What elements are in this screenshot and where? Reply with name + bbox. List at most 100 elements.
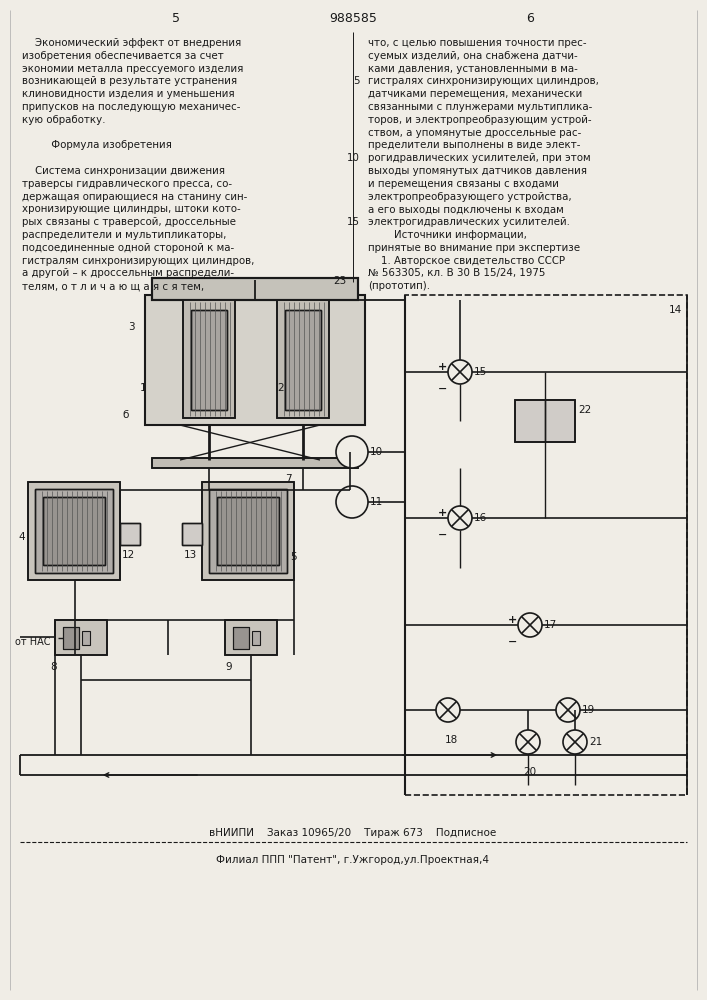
Bar	[35, 489, 113, 573]
Text: +: +	[508, 615, 518, 625]
Text: 18: 18	[445, 735, 458, 745]
Circle shape	[436, 698, 460, 722]
Text: 11: 11	[370, 497, 383, 507]
Bar	[209, 489, 287, 573]
Text: 21: 21	[589, 737, 602, 747]
Text: 5: 5	[354, 76, 360, 86]
Bar	[182, 523, 202, 545]
Text: 16: 16	[474, 513, 487, 523]
Circle shape	[516, 730, 540, 754]
Bar	[515, 400, 575, 442]
Text: держащая опирающиеся на станину син-: держащая опирающиеся на станину син-	[22, 192, 247, 202]
Bar	[515, 400, 575, 442]
Bar	[183, 300, 235, 418]
Text: Источники информации,: Источники информации,	[368, 230, 527, 240]
Bar	[55, 620, 107, 655]
Text: 3: 3	[128, 322, 134, 332]
Bar	[152, 458, 358, 468]
Text: от НАС: от НАС	[15, 637, 50, 647]
Circle shape	[448, 506, 472, 530]
Text: 5: 5	[172, 12, 180, 25]
Text: торов, и электропреобразующим устрой-: торов, и электропреобразующим устрой-	[368, 115, 592, 125]
Text: принятые во внимание при экспертизе: принятые во внимание при экспертизе	[368, 243, 580, 253]
Bar	[233, 627, 249, 649]
Text: экономии металла прессуемого изделия: экономии металла прессуемого изделия	[22, 64, 243, 74]
Bar	[120, 523, 140, 545]
Bar	[43, 497, 105, 565]
Bar	[225, 620, 277, 655]
Text: 4: 4	[18, 532, 25, 542]
Bar	[183, 300, 235, 418]
Text: Экономический эффект от внедрения: Экономический эффект от внедрения	[22, 38, 241, 48]
Text: 2: 2	[277, 383, 284, 393]
Text: 5: 5	[290, 552, 297, 562]
Text: клиновидности изделия и уменьшения: клиновидности изделия и уменьшения	[22, 89, 235, 99]
Text: вНИИПИ    Заказ 10965/20    Тираж 673    Подписное: вНИИПИ Заказ 10965/20 Тираж 673 Подписно…	[209, 828, 496, 838]
Text: рогидравлических усилителей, при этом: рогидравлических усилителей, при этом	[368, 153, 590, 163]
Text: 10: 10	[347, 153, 360, 163]
Text: рых связаны с траверсой, дроссельные: рых связаны с траверсой, дроссельные	[22, 217, 236, 227]
Bar	[202, 482, 294, 580]
Bar	[63, 627, 79, 649]
Text: связанными с плунжерами мультиплика-: связанными с плунжерами мультиплика-	[368, 102, 592, 112]
Text: 15: 15	[347, 217, 360, 227]
Text: 14: 14	[669, 305, 682, 315]
Text: возникающей в результате устранения: возникающей в результате устранения	[22, 76, 237, 86]
Text: 20: 20	[523, 767, 536, 777]
Text: 6: 6	[526, 12, 534, 25]
Bar	[28, 482, 120, 580]
Circle shape	[336, 486, 368, 518]
Text: 7: 7	[285, 474, 291, 484]
Text: и перемещения связаны с входами: и перемещения связаны с входами	[368, 179, 559, 189]
Bar	[152, 458, 358, 468]
Bar	[55, 620, 107, 655]
Circle shape	[563, 730, 587, 754]
Bar	[152, 278, 358, 300]
Bar	[202, 482, 294, 580]
Bar	[233, 627, 249, 649]
Bar	[285, 310, 321, 410]
Text: гистралях синхронизирующих цилиндров,: гистралях синхронизирующих цилиндров,	[368, 76, 599, 86]
Text: электрогидравлических усилителей.: электрогидравлических усилителей.	[368, 217, 570, 227]
Text: 22: 22	[578, 405, 591, 415]
Text: 13: 13	[184, 550, 197, 560]
Bar	[63, 627, 79, 649]
Bar	[285, 310, 321, 410]
Text: 15: 15	[474, 367, 487, 377]
Bar	[182, 523, 202, 545]
Text: 23: 23	[333, 276, 346, 286]
Text: 9: 9	[225, 662, 232, 672]
Bar	[35, 489, 113, 573]
Text: −: −	[508, 637, 518, 647]
Text: (прототип).: (прототип).	[368, 281, 430, 291]
Text: 1. Авторское свидетельство СССР: 1. Авторское свидетельство СССР	[368, 256, 565, 266]
Bar	[152, 278, 358, 300]
Text: −: −	[438, 384, 448, 394]
Text: +: +	[438, 362, 448, 372]
Text: суемых изделий, она снабжена датчи-: суемых изделий, она снабжена датчи-	[368, 51, 578, 61]
Text: выходы упомянутых датчиков давления: выходы упомянутых датчиков давления	[368, 166, 587, 176]
Text: распределители и мультипликаторы,: распределители и мультипликаторы,	[22, 230, 226, 240]
Text: а другой – к дроссельным распредели-: а другой – к дроссельным распредели-	[22, 268, 234, 278]
Circle shape	[448, 360, 472, 384]
Text: 17: 17	[544, 620, 557, 630]
Bar	[145, 295, 365, 425]
Bar	[191, 310, 227, 410]
Bar	[277, 300, 329, 418]
Text: 12: 12	[122, 550, 135, 560]
Text: 8: 8	[50, 662, 57, 672]
Text: датчиками перемещения, механически: датчиками перемещения, механически	[368, 89, 583, 99]
Text: 10: 10	[370, 447, 383, 457]
Text: телям, о т л и ч а ю щ а я с я тем,: телям, о т л и ч а ю щ а я с я тем,	[22, 281, 204, 291]
Circle shape	[556, 698, 580, 722]
Text: кую обработку.: кую обработку.	[22, 115, 105, 125]
Circle shape	[518, 613, 542, 637]
Text: подсоединенные одной стороной к ма-: подсоединенные одной стороной к ма-	[22, 243, 234, 253]
Bar	[405, 295, 687, 795]
Text: припусков на последующую механичес-: припусков на последующую механичес-	[22, 102, 240, 112]
Bar	[252, 631, 260, 645]
Bar	[217, 497, 279, 565]
Text: электропреобразующего устройства,: электропреобразующего устройства,	[368, 192, 572, 202]
Text: б: б	[122, 410, 129, 420]
Text: ством, а упомянутые дроссельные рас-: ством, а упомянутые дроссельные рас-	[368, 128, 581, 138]
